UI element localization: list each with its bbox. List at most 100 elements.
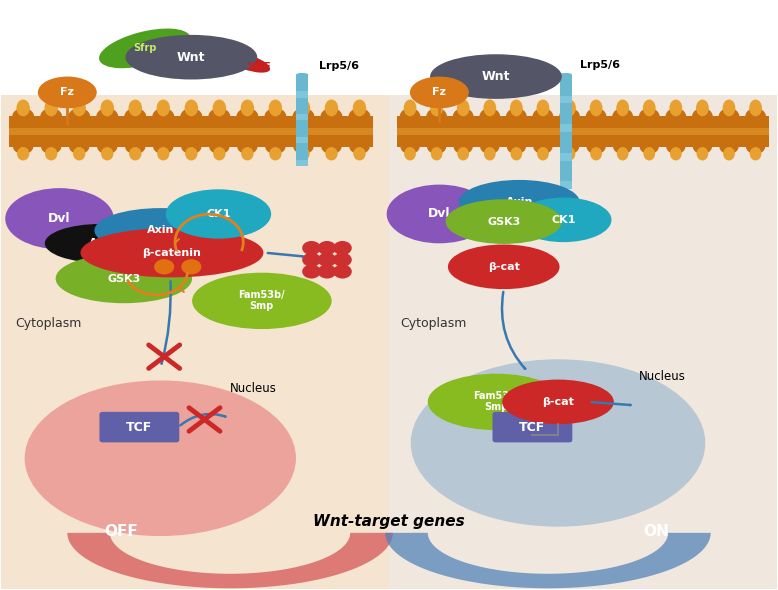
Ellipse shape (181, 259, 202, 274)
Ellipse shape (745, 108, 766, 125)
Ellipse shape (237, 108, 258, 125)
Ellipse shape (387, 185, 492, 243)
Ellipse shape (192, 273, 331, 329)
Ellipse shape (510, 147, 522, 160)
Ellipse shape (564, 147, 576, 160)
Text: ON: ON (643, 524, 669, 539)
Ellipse shape (400, 108, 420, 125)
Ellipse shape (427, 140, 447, 154)
Ellipse shape (430, 100, 443, 116)
Ellipse shape (746, 140, 765, 154)
Bar (296, 103, 308, 109)
Ellipse shape (13, 140, 33, 154)
Ellipse shape (265, 140, 286, 154)
Ellipse shape (669, 100, 682, 116)
Ellipse shape (265, 108, 286, 125)
Ellipse shape (643, 100, 656, 116)
Text: GSK3: GSK3 (107, 274, 141, 284)
Bar (559, 110, 572, 118)
Ellipse shape (324, 100, 338, 116)
Ellipse shape (97, 140, 117, 154)
Ellipse shape (156, 100, 170, 116)
Ellipse shape (719, 108, 739, 125)
Text: Axin: Axin (146, 225, 174, 235)
Ellipse shape (483, 100, 496, 116)
Ellipse shape (559, 73, 572, 77)
Ellipse shape (293, 140, 314, 154)
Text: Cytoplasm: Cytoplasm (16, 317, 82, 330)
Ellipse shape (404, 100, 416, 116)
Bar (559, 167, 572, 175)
Ellipse shape (349, 140, 370, 154)
Ellipse shape (45, 224, 156, 263)
Ellipse shape (430, 54, 562, 99)
Ellipse shape (515, 198, 612, 242)
Ellipse shape (181, 140, 202, 154)
Ellipse shape (12, 108, 34, 125)
Ellipse shape (321, 140, 342, 154)
Text: Fam53b/
Smp: Fam53b/ Smp (473, 392, 519, 412)
Ellipse shape (69, 140, 89, 154)
Bar (2, 96, 389, 589)
Bar (296, 91, 308, 97)
Bar (389, 96, 776, 589)
Bar (296, 126, 308, 132)
Ellipse shape (457, 100, 470, 116)
Bar (559, 96, 572, 103)
Ellipse shape (297, 147, 310, 160)
Text: Fam53b/
Smp: Fam53b/ Smp (239, 290, 286, 312)
Bar (296, 80, 308, 86)
Bar (397, 116, 769, 147)
Text: GSK3: GSK3 (487, 217, 520, 227)
Ellipse shape (166, 189, 272, 238)
Ellipse shape (68, 108, 90, 125)
Ellipse shape (410, 77, 469, 108)
Ellipse shape (640, 140, 659, 154)
Ellipse shape (99, 28, 191, 68)
Text: Dvl: Dvl (428, 208, 450, 221)
Ellipse shape (152, 108, 174, 125)
Bar (9, 128, 373, 135)
Bar (559, 124, 572, 132)
Ellipse shape (16, 100, 30, 116)
Text: Lrp5/6: Lrp5/6 (580, 60, 620, 70)
Ellipse shape (80, 228, 264, 277)
Ellipse shape (125, 140, 145, 154)
Ellipse shape (302, 264, 321, 278)
FancyBboxPatch shape (100, 412, 179, 442)
Ellipse shape (100, 100, 114, 116)
Ellipse shape (184, 100, 198, 116)
Ellipse shape (94, 208, 226, 253)
Ellipse shape (269, 147, 282, 160)
Ellipse shape (480, 140, 499, 154)
Text: β-catenin: β-catenin (142, 248, 202, 258)
Ellipse shape (209, 140, 230, 154)
Ellipse shape (411, 359, 706, 527)
Ellipse shape (696, 100, 709, 116)
Text: Sfrp: Sfrp (133, 44, 156, 53)
Ellipse shape (613, 140, 633, 154)
Ellipse shape (352, 100, 366, 116)
Ellipse shape (639, 108, 660, 125)
Ellipse shape (17, 147, 30, 160)
Ellipse shape (317, 264, 336, 278)
Ellipse shape (333, 264, 352, 278)
Bar (559, 75, 572, 189)
Ellipse shape (38, 77, 96, 108)
Ellipse shape (129, 147, 142, 160)
Ellipse shape (590, 100, 602, 116)
Ellipse shape (533, 108, 553, 125)
Ellipse shape (72, 100, 86, 116)
Ellipse shape (333, 253, 352, 267)
Text: CK1: CK1 (552, 215, 576, 225)
Text: Wnt: Wnt (482, 70, 510, 83)
Bar (296, 148, 308, 155)
Bar (296, 75, 308, 166)
Ellipse shape (157, 147, 170, 160)
Ellipse shape (506, 140, 526, 154)
Ellipse shape (591, 147, 602, 160)
Ellipse shape (209, 108, 230, 125)
Ellipse shape (723, 100, 735, 116)
Text: Axin: Axin (506, 197, 533, 207)
Ellipse shape (693, 140, 712, 154)
